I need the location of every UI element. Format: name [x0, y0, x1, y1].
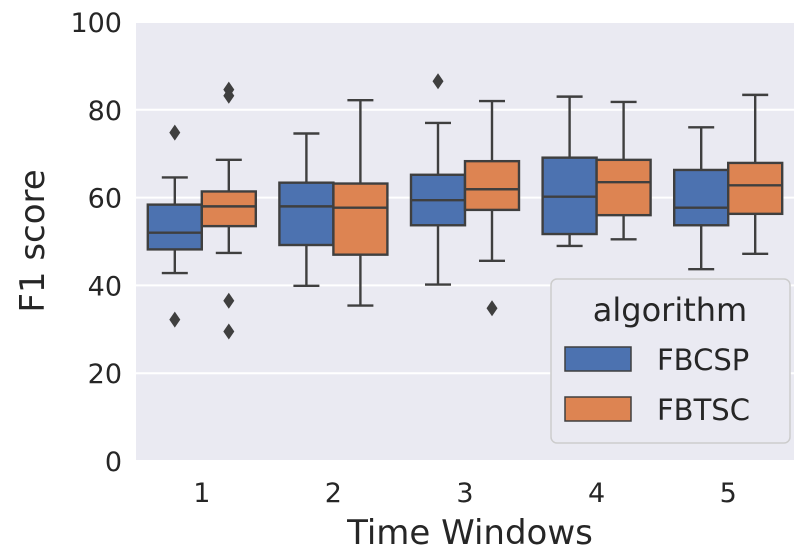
legend-label-fbcsp: FBCSP	[657, 343, 749, 377]
y-tick-label: 20	[88, 359, 122, 390]
x-tick-label: 5	[720, 478, 737, 509]
iqr-box	[727, 161, 784, 216]
outlier-point	[169, 124, 181, 141]
iqr-box	[332, 182, 389, 256]
outlier-point	[169, 311, 181, 328]
legend-label-fbtsc: FBTSC	[657, 393, 750, 427]
x-axis-label: Time Windows	[346, 513, 593, 550]
y-tick-label: 100	[70, 8, 122, 39]
y-tick-label: 40	[88, 271, 122, 302]
iqr-box	[146, 203, 204, 251]
x-tick-label: 2	[325, 478, 342, 509]
iqr-box	[200, 190, 258, 228]
x-tick-label: 1	[193, 478, 210, 509]
y-tick-labels: 0 20 40 60 80 100	[70, 8, 122, 478]
iqr-box	[595, 158, 652, 217]
x-tick-label: 3	[456, 478, 473, 509]
legend: algorithm FBCSP FBTSC	[550, 278, 791, 444]
x-tick-label: 4	[588, 478, 605, 509]
box-fbtsc-4	[595, 100, 652, 241]
box-fbcsp-5	[673, 126, 730, 271]
y-tick-label: 80	[88, 96, 122, 127]
box-fbcsp-3	[409, 73, 467, 286]
outlier-point	[432, 73, 444, 90]
legend-swatch-fbcsp	[564, 346, 632, 372]
box-series	[146, 73, 784, 340]
box-fbcsp-2	[278, 132, 335, 288]
outlier-point	[486, 300, 498, 317]
box-fbtsc-1	[200, 81, 258, 340]
legend-swatch-fbtsc	[564, 396, 632, 422]
box-fbtsc-2	[332, 98, 389, 307]
y-axis-label: F1 score	[13, 169, 53, 312]
outlier-point	[223, 292, 235, 309]
y-tick-label: 60	[88, 184, 122, 215]
iqr-box	[463, 159, 521, 212]
iqr-box	[673, 168, 730, 227]
x-tick-labels: 1 2 3 4 5	[193, 478, 737, 509]
legend-title: algorithm	[593, 291, 747, 329]
outlier-point	[223, 87, 235, 104]
outlier-point	[223, 323, 235, 340]
box-fbtsc-3	[463, 99, 521, 317]
y-tick-label: 0	[105, 447, 122, 478]
iqr-box	[278, 181, 335, 247]
box-fbtsc-5	[727, 93, 784, 255]
